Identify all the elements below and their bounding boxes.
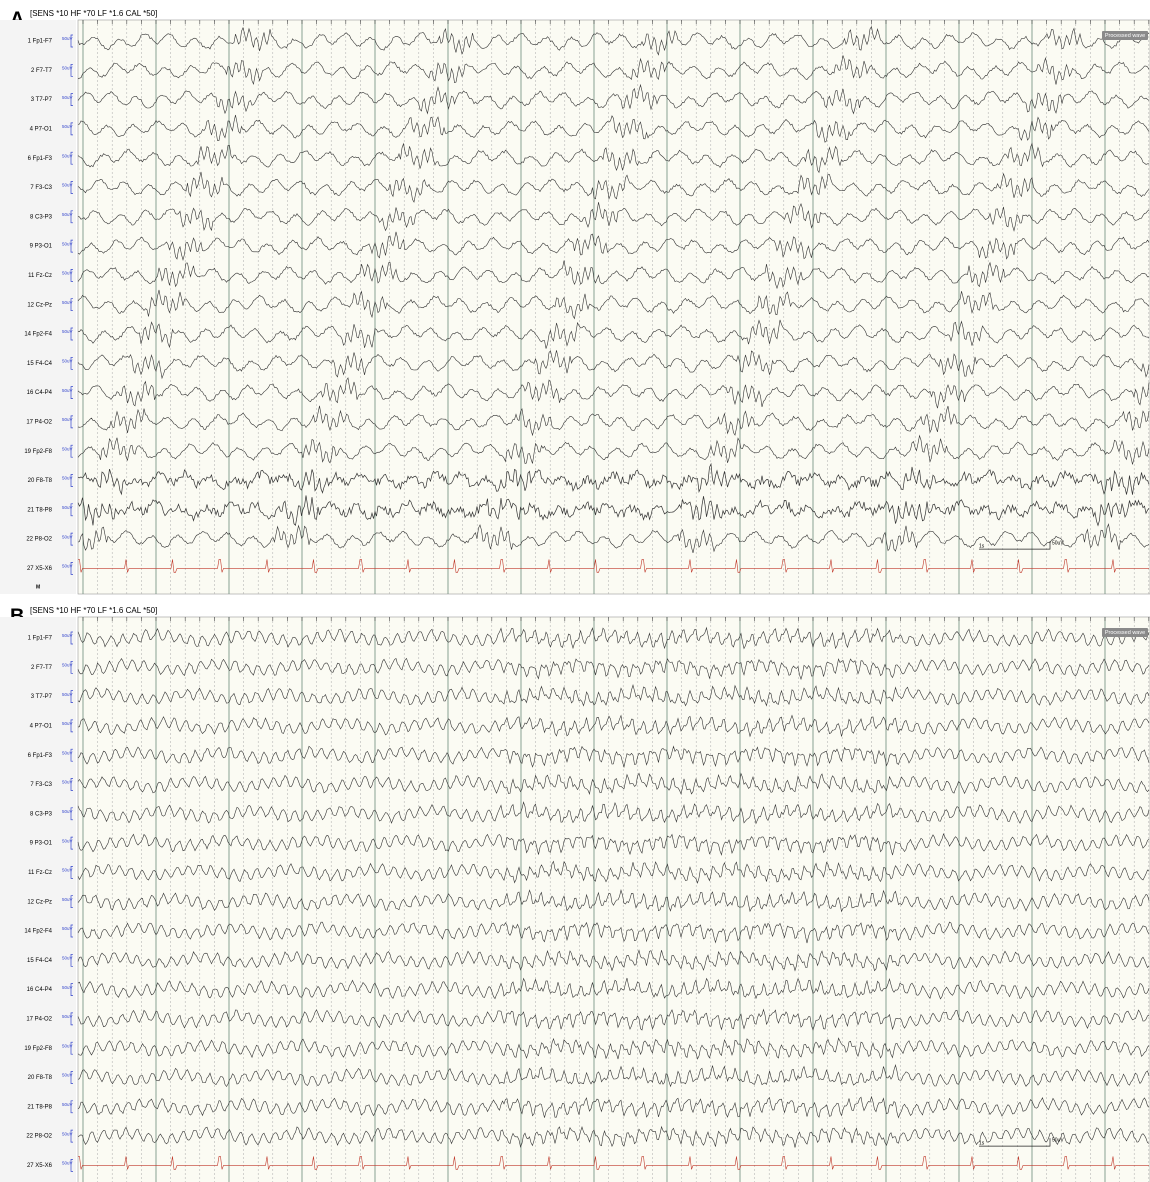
channel-label: 14 Fp2-F4: [24, 332, 52, 338]
processed-wave-button-label[interactable]: Processed wave: [1105, 630, 1145, 636]
channel-label: 20 F8-T8: [28, 478, 53, 484]
montage-header: [SENS *10 HF *70 LF *1.6 CAL *50]: [30, 9, 157, 18]
channel-label: 20 F8-T8: [28, 1075, 53, 1081]
channel-label: 19 Fp2-F8: [24, 1046, 52, 1052]
channel-label: 22 P8-O2: [26, 1134, 52, 1140]
channel-label: 6 Fp1-F3: [28, 156, 53, 162]
channel-label: 19 Fp2-F8: [24, 449, 52, 455]
channel-label: 7 F3-C3: [30, 185, 52, 191]
event-marker: M: [36, 584, 40, 590]
channel-label: 12 Cz-Pz: [27, 899, 52, 905]
channel-label: 6 Fp1-F3: [28, 753, 53, 759]
channel-label: 2 F7-T7: [31, 68, 53, 74]
channel-label: 4 P7-O1: [30, 126, 53, 132]
channel-label: 9 P3-O1: [30, 244, 53, 250]
channel-label: 14 Fp2-F4: [24, 929, 52, 935]
scale-time: 1s: [979, 1140, 985, 1146]
channel-label: 9 P3-O1: [30, 841, 53, 847]
channel-label: 17 P4-O2: [26, 1016, 52, 1022]
channel-label: 2 F7-T7: [31, 665, 53, 671]
eeg-viewer: A[SENS *10 HF *70 LF *1.6 CAL *50]1 Fp1-…: [0, 0, 1150, 1182]
channel-label: 3 T7-P7: [31, 97, 53, 103]
channel-label: 17 P4-O2: [26, 419, 52, 425]
channel-label: 8 C3-P3: [30, 214, 53, 220]
channel-label: 3 T7-P7: [31, 694, 53, 700]
channel-label: 4 P7-O1: [30, 723, 53, 729]
channel-label: 21 T8-P8: [27, 507, 52, 513]
channel-label: 15 F4-C4: [27, 958, 53, 964]
channel-label: 22 P8-O2: [26, 537, 52, 543]
channel-label: 8 C3-P3: [30, 811, 53, 817]
channel-label: 1 Fp1-F7: [28, 636, 53, 642]
channel-label: 21 T8-P8: [27, 1104, 52, 1110]
scale-amp: 50uV: [1052, 1137, 1064, 1143]
scale-amp: 50uV: [1052, 540, 1064, 546]
channel-label: 27 X5-X6: [27, 566, 53, 572]
channel-label: 7 F3-C3: [30, 782, 52, 788]
scale-time: 1s: [979, 543, 985, 549]
processed-wave-button-label[interactable]: Processed wave: [1105, 33, 1145, 39]
montage-header: [SENS *10 HF *70 LF *1.6 CAL *50]: [30, 606, 157, 615]
channel-label: 12 Cz-Pz: [27, 302, 52, 308]
channel-label: 16 C4-P4: [27, 390, 53, 396]
channel-label: 15 F4-C4: [27, 361, 53, 367]
channel-label: 27 X5-X6: [27, 1163, 53, 1169]
channel-label: 16 C4-P4: [27, 987, 53, 993]
trace-area: [78, 617, 1150, 1182]
channel-label: 1 Fp1-F7: [28, 39, 53, 45]
channel-label: 11 Fz-Cz: [28, 870, 52, 876]
channel-label: 11 Fz-Cz: [28, 273, 52, 279]
